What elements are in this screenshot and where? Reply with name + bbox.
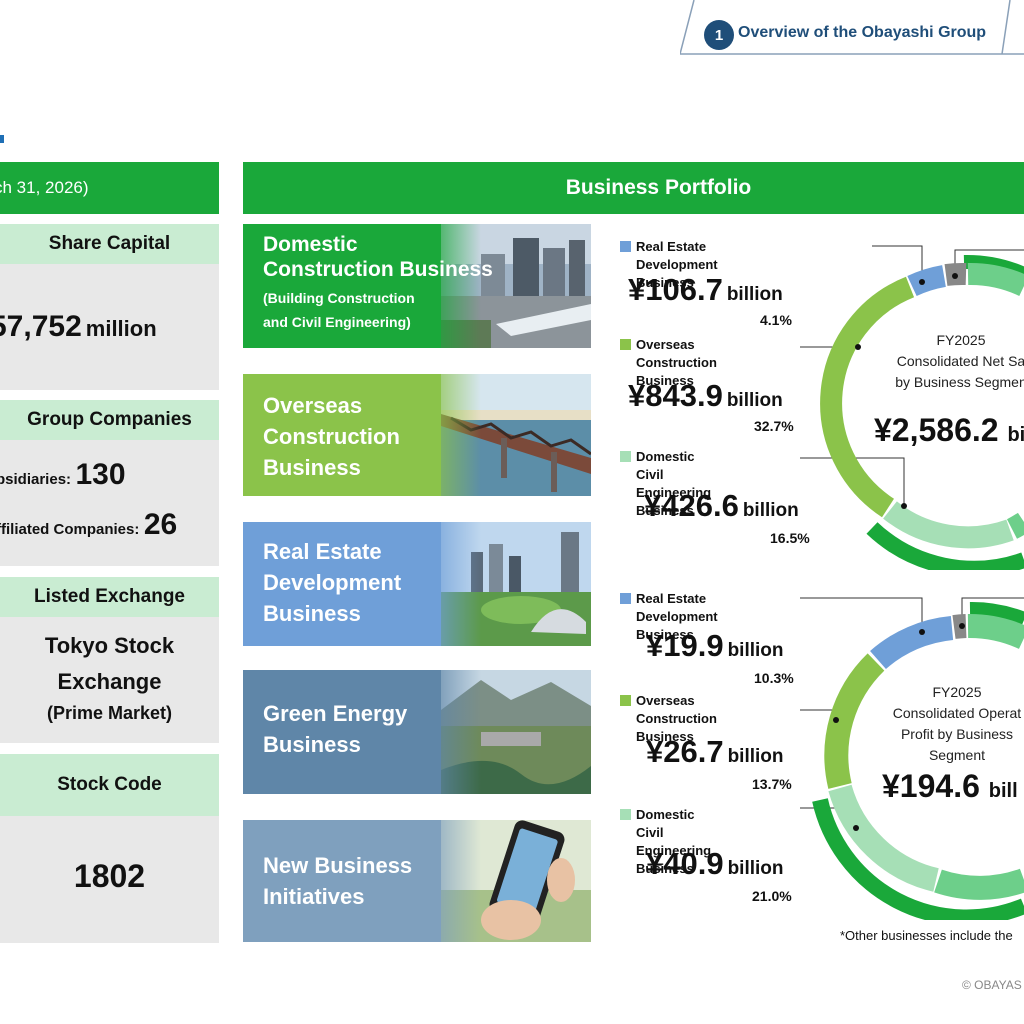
stock-code-label: Stock Code bbox=[0, 754, 219, 816]
segment-value: ¥26.7 billion bbox=[646, 734, 784, 769]
segment-percent: 21.0% bbox=[752, 888, 792, 904]
business-tile-domestic-construction[interactable]: Domestic Construction Business (Building… bbox=[243, 224, 591, 348]
legend-swatch bbox=[620, 809, 631, 820]
segment-name: Domestic Civil Engineering Business bbox=[636, 449, 712, 518]
affiliated-line: ffiliated Companies: 26 bbox=[0, 508, 178, 541]
title-accent-mark bbox=[0, 135, 4, 143]
legend-swatch bbox=[620, 241, 631, 252]
net-sales-donut-chart bbox=[800, 245, 1024, 570]
business-title: Overseas Construction Business bbox=[263, 393, 400, 480]
footnote: *Other businesses include the bbox=[840, 928, 1013, 943]
business-tile-new-business[interactable]: New Business Initiatives bbox=[243, 820, 591, 942]
business-portfolio-heading: Business Portfolio bbox=[243, 162, 1024, 214]
business-subtitle: (Building Construction and Civil Enginee… bbox=[263, 290, 415, 330]
segment-percent: 32.7% bbox=[754, 418, 794, 434]
business-tile-real-estate[interactable]: Real Estate Development Business bbox=[243, 522, 591, 646]
section-tab-shape bbox=[680, 0, 1024, 55]
listed-exchange-label: Listed Exchange bbox=[0, 577, 219, 617]
business-title: Real Estate Development Business bbox=[263, 539, 402, 626]
section-number-badge: 1 bbox=[704, 20, 734, 50]
listed-exchange-box: Tokyo Stock Exchange (Prime Market) bbox=[0, 617, 219, 743]
section-title: Overview of the Obayashi Group bbox=[738, 24, 987, 41]
segment-name: Real Estate Development Business bbox=[636, 591, 718, 642]
section-tab[interactable]: 1 Overview of the Obayashi Group bbox=[680, 0, 1024, 56]
subsidiaries-line: bsidiaries: 130 bbox=[0, 458, 126, 491]
leader-line bbox=[872, 245, 923, 282]
segment-value: ¥106.7 billion bbox=[628, 272, 783, 307]
business-tile-green-energy[interactable]: Green Energy Business bbox=[243, 670, 591, 794]
leader-line bbox=[800, 597, 923, 632]
segment-percent: 10.3% bbox=[754, 670, 794, 686]
listed-exchange-line2: Exchange bbox=[57, 669, 162, 694]
legend-swatch bbox=[620, 339, 631, 350]
segment-name: Overseas Construction Business bbox=[636, 693, 717, 744]
op-profit-donut-chart bbox=[800, 597, 1024, 920]
op-profit-center-label: FY2025 Consolidated Operat Profit by Bus… bbox=[892, 684, 1022, 763]
group-companies-label: Group Companies bbox=[0, 400, 219, 440]
net-sales-center-label: FY2025 Consolidated Net Sa by Business S… bbox=[895, 332, 1024, 390]
op-profit-center-value: ¥194.6 bill bbox=[882, 768, 1018, 804]
legend-swatch bbox=[620, 593, 631, 604]
business-title: Green Energy Business bbox=[263, 701, 408, 757]
leader-line bbox=[800, 457, 905, 506]
stock-code-value: 1802 bbox=[73, 858, 146, 894]
share-capital-label: Share Capital bbox=[0, 224, 219, 264]
business-tile-overseas-construction[interactable]: Overseas Construction Business bbox=[243, 374, 591, 496]
stock-code-box: 1802 bbox=[0, 816, 219, 943]
segment-name: Overseas Construction Business bbox=[636, 337, 717, 388]
net-sales-center-value: ¥2,586.2 bi bbox=[874, 412, 1024, 448]
segment-percent: 13.7% bbox=[752, 776, 792, 792]
group-companies-box: bsidiaries: 130 ffiliated Companies: 26 bbox=[0, 440, 219, 566]
business-title: Domestic Construction Business bbox=[263, 233, 493, 281]
legend-swatch bbox=[620, 695, 631, 706]
listed-exchange-line1: Tokyo Stock bbox=[44, 633, 175, 658]
segment-value: ¥843.9 billion bbox=[628, 378, 783, 413]
segment-name: Real Estate Development Business bbox=[636, 239, 718, 290]
segment-name: Domestic Civil Engineering Business bbox=[636, 807, 712, 876]
left-panel-heading: ch 31, 2026) bbox=[0, 162, 219, 214]
legend-swatch bbox=[620, 451, 631, 462]
segment-value: ¥19.9 billion bbox=[646, 628, 784, 663]
segment-value: ¥426.6 billion bbox=[644, 488, 799, 523]
copyright: © OBAYAS bbox=[962, 978, 1022, 992]
segment-value: ¥40.9 billion bbox=[646, 846, 784, 881]
segment-percent: 4.1% bbox=[760, 312, 792, 328]
business-title: New Business Initiatives bbox=[263, 853, 413, 909]
listed-exchange-line3: (Prime Market) bbox=[46, 703, 173, 723]
segment-percent: 16.5% bbox=[770, 530, 810, 546]
